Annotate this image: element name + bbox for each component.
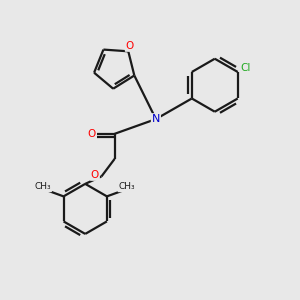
- Text: O: O: [126, 41, 134, 51]
- Text: CH₃: CH₃: [118, 182, 135, 191]
- Text: Cl: Cl: [241, 63, 251, 73]
- Text: N: N: [152, 114, 160, 124]
- Text: CH₃: CH₃: [34, 182, 51, 191]
- Text: O: O: [91, 170, 99, 180]
- Text: O: O: [87, 129, 95, 139]
